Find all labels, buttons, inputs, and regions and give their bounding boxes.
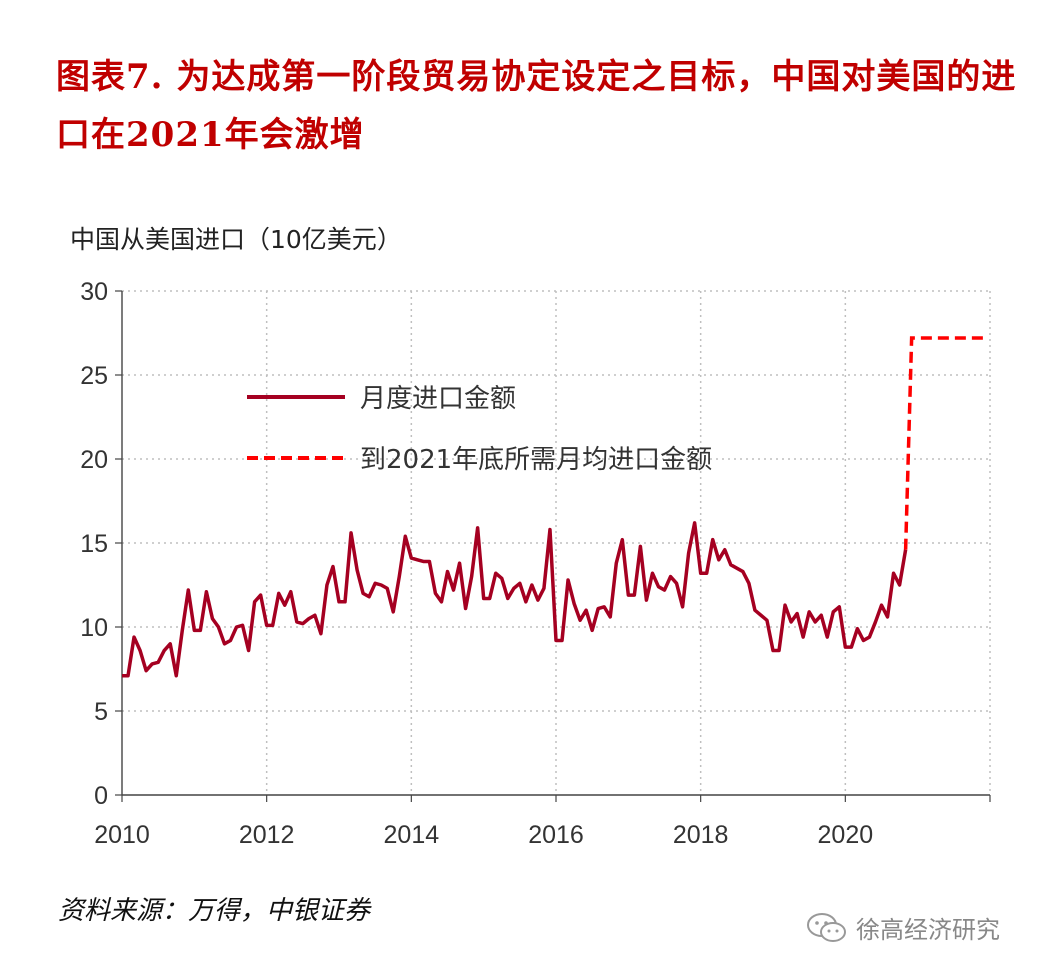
legend-label-monthly: 月度进口金额 [360,384,516,414]
watermark-text: 徐高经济研究 [856,916,1000,944]
wechat-icon [807,912,846,942]
y-tick-label: 25 [80,362,108,390]
chart-title: 图表7. 为达成第一阶段贸易协定设定之目标，中国对美国的进口在2021年会激增 [56,57,1017,155]
watermark: 徐高经济研究 [806,910,1000,945]
grid-lines [122,290,991,795]
x-tick-label: 2010 [94,821,150,849]
source-note: 资料来源：万得，中银证券 [58,896,371,926]
y-tick-label: 30 [80,278,108,306]
y-tick-label: 10 [80,614,108,642]
series-monthly-line [122,521,908,678]
x-tick-label: 2020 [818,821,874,849]
y-axis-unit-label: 中国从美国进口（10亿美元） [70,225,402,254]
x-tick-label: 2018 [673,821,729,849]
y-tick-label: 15 [80,530,108,558]
y-tick-label: 20 [80,446,108,474]
axes [115,290,991,802]
y-tick-labels: 0 5 10 15 20 25 30 [80,278,108,810]
legend: 月度进口金额 到2021年底所需月均进口金额 [247,384,712,475]
x-tick-label: 2016 [528,821,584,849]
x-tick-label: 2012 [239,821,295,849]
x-tick-labels: 2010 2012 2014 2016 2018 2020 [94,821,873,849]
x-tick-label: 2014 [384,821,440,849]
y-tick-label: 0 [94,782,108,810]
y-tick-label: 5 [94,698,108,726]
plot-area [122,336,984,678]
series-target-line [903,336,984,550]
legend-label-target: 到2021年底所需月均进口金额 [360,445,712,475]
